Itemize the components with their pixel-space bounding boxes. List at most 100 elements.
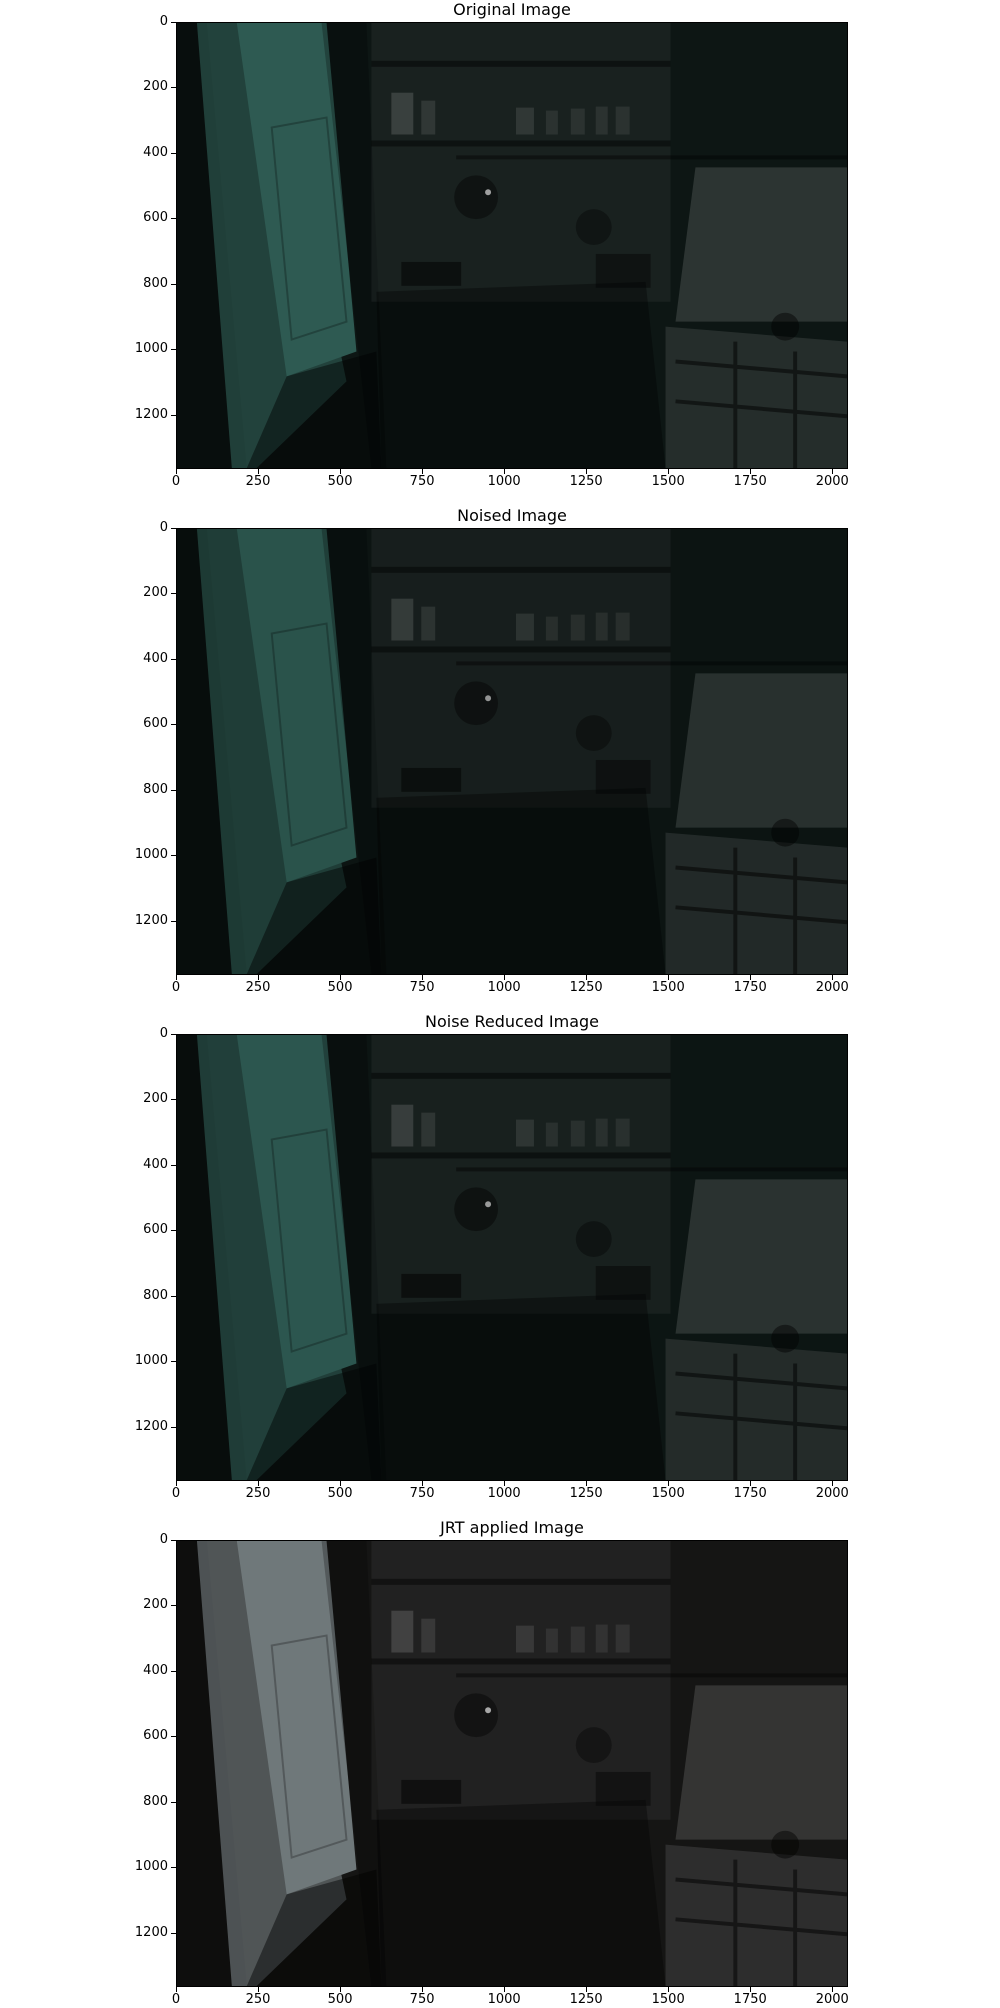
y-tick-label: 0 bbox=[159, 1532, 168, 1547]
x-tick-label: 2000 bbox=[815, 474, 849, 489]
door-main bbox=[236, 23, 357, 377]
y-tick-mark bbox=[171, 855, 176, 857]
x-tick-label: 1250 bbox=[569, 474, 603, 489]
image-panel-jrt: JRT applied Image bbox=[0, 1518, 1000, 2008]
x-tick-mark bbox=[832, 1987, 834, 1992]
x-tick-label: 1250 bbox=[569, 980, 603, 995]
y-tick-label: 1200 bbox=[134, 1418, 168, 1434]
x-tick-mark bbox=[422, 469, 424, 474]
x-tick-mark bbox=[832, 975, 834, 980]
image-axes bbox=[176, 1034, 848, 1481]
stove bbox=[665, 326, 847, 468]
x-tick-label: 250 bbox=[245, 474, 271, 489]
x-tick-label: 0 bbox=[171, 1486, 181, 1501]
board bbox=[675, 1179, 847, 1334]
y-tick-mark bbox=[171, 1540, 176, 1541]
x-tick-mark bbox=[422, 1481, 424, 1486]
x-tick-label: 1250 bbox=[569, 1486, 603, 1501]
door-main bbox=[236, 529, 357, 883]
x-tick-label: 1750 bbox=[733, 1992, 767, 2007]
board bbox=[675, 673, 847, 828]
x-tick-mark bbox=[668, 1987, 670, 1992]
y-tick-mark bbox=[171, 1034, 176, 1035]
stove bbox=[665, 832, 847, 974]
door-main bbox=[236, 1541, 357, 1895]
x-tick-mark bbox=[586, 469, 588, 474]
x-tick-mark bbox=[668, 469, 670, 474]
y-tick-label: 400 bbox=[143, 1156, 168, 1172]
x-tick-label: 500 bbox=[327, 1992, 353, 2007]
y-tick-label: 800 bbox=[143, 275, 168, 291]
x-tick-label: 250 bbox=[245, 1486, 271, 1501]
x-tick-mark bbox=[750, 975, 752, 980]
x-tick-mark bbox=[422, 975, 424, 980]
y-tick-mark bbox=[171, 1670, 176, 1672]
x-tick-mark bbox=[586, 1987, 588, 1992]
x-tick-label: 250 bbox=[245, 980, 271, 995]
image-axes bbox=[176, 22, 848, 469]
x-tick-label: 750 bbox=[409, 980, 435, 995]
y-tick-mark bbox=[171, 283, 176, 285]
y-tick-label: 1000 bbox=[134, 341, 168, 357]
board bbox=[675, 1685, 847, 1840]
y-tick-mark bbox=[171, 87, 176, 89]
x-tick-mark bbox=[504, 469, 506, 474]
y-tick-mark bbox=[171, 414, 176, 416]
y-tick-mark bbox=[171, 1230, 176, 1232]
x-tick-mark bbox=[668, 975, 670, 980]
x-tick-mark bbox=[340, 1987, 342, 1992]
x-tick-label: 1500 bbox=[651, 1486, 685, 1501]
x-tick-mark bbox=[750, 469, 752, 474]
x-tick-mark bbox=[258, 1481, 260, 1486]
y-tick-label: 1200 bbox=[134, 406, 168, 422]
x-tick-mark bbox=[258, 1987, 260, 1992]
x-tick-mark bbox=[750, 1481, 752, 1486]
y-tick-label: 800 bbox=[143, 1287, 168, 1303]
x-tick-label: 1250 bbox=[569, 1992, 603, 2007]
x-tick-label: 1750 bbox=[733, 980, 767, 995]
kitchen-photo bbox=[177, 1035, 847, 1480]
y-tick-mark bbox=[171, 920, 176, 922]
x-tick-mark bbox=[176, 975, 177, 980]
y-tick-mark bbox=[171, 218, 176, 220]
x-tick-mark bbox=[176, 469, 177, 474]
image-panel-original: Original Image bbox=[0, 0, 1000, 490]
y-tick-mark bbox=[171, 658, 176, 660]
y-tick-label: 1000 bbox=[134, 1859, 168, 1875]
y-tick-mark bbox=[171, 1426, 176, 1428]
x-tick-mark bbox=[504, 1481, 506, 1486]
y-tick-label: 400 bbox=[143, 144, 168, 160]
x-tick-label: 750 bbox=[409, 474, 435, 489]
y-tick-label: 0 bbox=[159, 14, 168, 29]
x-tick-label: 500 bbox=[327, 1486, 353, 1501]
y-tick-label: 0 bbox=[159, 520, 168, 535]
x-tick-label: 0 bbox=[171, 1992, 181, 2007]
x-tick-mark bbox=[176, 1987, 177, 1992]
y-tick-mark bbox=[171, 1361, 176, 1363]
y-tick-mark bbox=[171, 1164, 176, 1166]
x-tick-mark bbox=[586, 975, 588, 980]
y-tick-mark bbox=[171, 1605, 176, 1607]
stove bbox=[665, 1844, 847, 1986]
x-tick-label: 1500 bbox=[651, 980, 685, 995]
y-tick-label: 200 bbox=[143, 585, 168, 601]
x-tick-label: 250 bbox=[245, 1992, 271, 2007]
panel-title: Original Image bbox=[453, 0, 571, 19]
x-tick-mark bbox=[258, 469, 260, 474]
x-tick-mark bbox=[832, 469, 834, 474]
y-tick-label: 600 bbox=[143, 1728, 168, 1744]
y-tick-mark bbox=[171, 1932, 176, 1934]
y-tick-mark bbox=[171, 1867, 176, 1869]
x-tick-mark bbox=[832, 1481, 834, 1486]
x-tick-label: 1000 bbox=[487, 1992, 521, 2007]
x-tick-label: 1000 bbox=[487, 980, 521, 995]
y-tick-mark bbox=[171, 1801, 176, 1803]
x-tick-mark bbox=[504, 1987, 506, 1992]
y-tick-mark bbox=[171, 1099, 176, 1101]
kitchen-photo bbox=[177, 529, 847, 974]
kitchen-photo bbox=[177, 1541, 847, 1986]
y-tick-label: 600 bbox=[143, 210, 168, 226]
y-tick-label: 1200 bbox=[134, 912, 168, 928]
panel-title: Noise Reduced Image bbox=[425, 1012, 599, 1031]
x-tick-mark bbox=[422, 1987, 424, 1992]
